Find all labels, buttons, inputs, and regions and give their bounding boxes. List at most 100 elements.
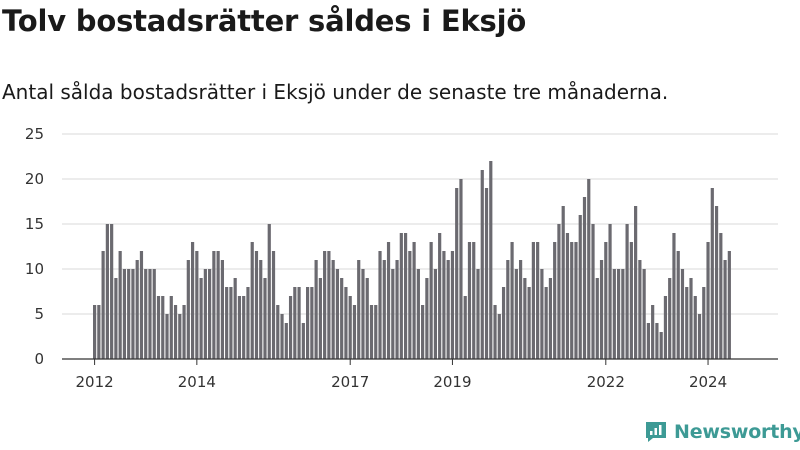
bar [655, 323, 659, 359]
bar [208, 269, 212, 359]
bar [484, 188, 489, 359]
bar [301, 323, 305, 359]
bar [536, 242, 540, 359]
bar [365, 278, 369, 359]
bar [663, 296, 668, 359]
y-tick-label: 25 [25, 125, 44, 143]
bar [323, 251, 327, 359]
bar [293, 287, 297, 359]
bar [425, 278, 429, 359]
bar [263, 278, 267, 359]
bar [595, 278, 599, 359]
bar [242, 296, 246, 359]
bar [335, 269, 340, 359]
bar [612, 269, 616, 359]
bar [706, 242, 710, 359]
bar [229, 287, 233, 359]
bar [408, 251, 412, 359]
bar [369, 305, 374, 359]
bar [114, 278, 118, 359]
bar [237, 296, 242, 359]
bar [178, 314, 182, 359]
bar [169, 296, 173, 359]
bar [702, 287, 706, 359]
bar [97, 305, 101, 359]
bar [105, 224, 109, 359]
bar [727, 251, 731, 359]
bar [467, 242, 472, 359]
bar [540, 269, 544, 359]
bar [139, 251, 144, 359]
bar [599, 260, 604, 359]
bar [659, 332, 663, 359]
bar [587, 179, 591, 359]
y-tick-label: 20 [25, 170, 44, 188]
bar [173, 305, 178, 359]
bar [553, 242, 557, 359]
bar [297, 287, 301, 359]
bar [497, 314, 501, 359]
bar [195, 251, 199, 359]
bar [344, 287, 348, 359]
bar [463, 296, 467, 359]
bar [519, 260, 523, 359]
bar [131, 269, 135, 359]
bar [161, 296, 165, 359]
bar [557, 224, 561, 359]
bar [386, 242, 391, 359]
bar [472, 242, 476, 359]
bar [548, 278, 553, 359]
bar [651, 305, 655, 359]
bar [318, 278, 322, 359]
highlight-data-label: 12 [732, 0, 752, 4]
bar [450, 251, 455, 359]
bar [527, 287, 531, 359]
bar [395, 260, 399, 359]
bar [714, 206, 719, 359]
bar [306, 287, 310, 359]
bar [182, 305, 186, 359]
bar [634, 206, 638, 359]
bar [421, 305, 425, 359]
bar [523, 278, 527, 359]
bar [480, 170, 484, 359]
bar [203, 269, 207, 359]
bar [220, 260, 224, 359]
bar [288, 296, 293, 359]
bar [438, 233, 442, 359]
bar [544, 287, 548, 359]
bar [340, 278, 344, 359]
bar [455, 188, 459, 359]
bar [280, 314, 284, 359]
bar [476, 269, 480, 359]
bar [314, 260, 318, 359]
bar [574, 242, 578, 359]
bar [101, 251, 105, 359]
bar [668, 278, 672, 359]
y-tick-label: 0 [34, 350, 44, 368]
x-tick-label: 2012 [76, 373, 114, 391]
bar [391, 269, 395, 359]
bar [225, 287, 229, 359]
bar [591, 224, 595, 359]
bar [148, 269, 152, 359]
bar [144, 269, 148, 359]
bar [190, 242, 195, 359]
bar [267, 224, 271, 359]
bar [638, 260, 642, 359]
bar [621, 269, 625, 359]
y-tick-label: 15 [25, 215, 44, 233]
bar [514, 269, 518, 359]
bar [93, 305, 97, 359]
brand-logo[interactable]: Newsworthy [644, 420, 800, 444]
bar [352, 305, 357, 359]
x-tick-label: 2022 [587, 373, 625, 391]
bar [629, 242, 633, 359]
bar [489, 161, 493, 359]
bar [331, 260, 335, 359]
bar [327, 251, 331, 359]
bar [271, 251, 276, 359]
bar [374, 305, 378, 359]
bar [233, 278, 237, 359]
bar [246, 287, 250, 359]
